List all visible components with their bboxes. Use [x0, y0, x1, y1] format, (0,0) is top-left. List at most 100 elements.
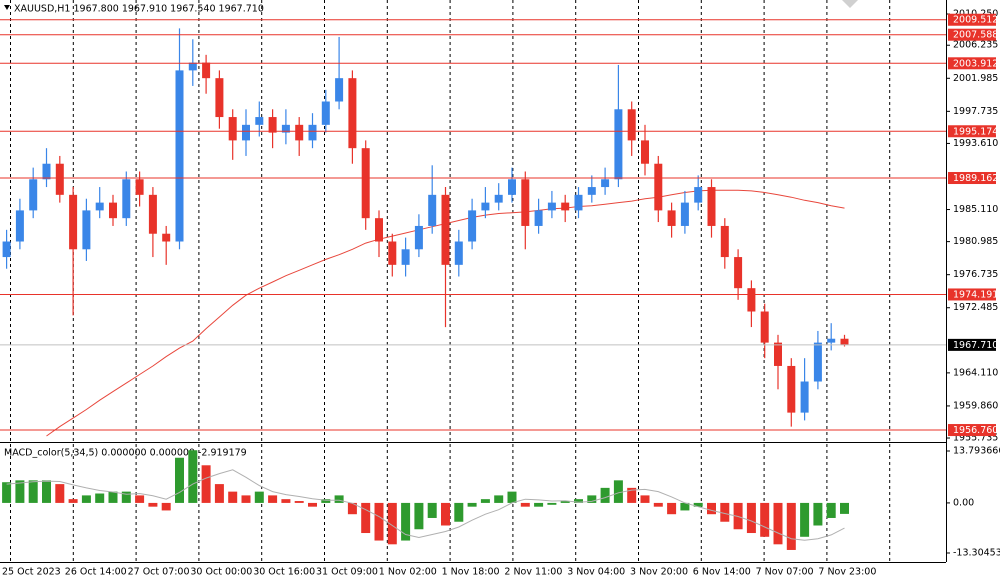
macd-bar	[507, 491, 517, 503]
candle-body	[534, 210, 543, 226]
macd-bar	[108, 491, 118, 503]
macd-bar	[653, 502, 663, 507]
level-label-box	[948, 424, 996, 437]
y-tick-label: 1980.985	[953, 236, 998, 247]
macd-bar	[547, 502, 557, 505]
candle-body	[587, 187, 596, 195]
y-tick-label: 2006.235	[953, 40, 998, 51]
macd-bar	[201, 465, 211, 503]
candle-body	[401, 249, 410, 265]
macd-bar	[467, 502, 477, 507]
candle-body	[255, 117, 264, 125]
candle-body	[335, 78, 344, 102]
candle-body	[468, 210, 477, 242]
macd-bar	[786, 502, 796, 550]
macd-bar	[534, 502, 544, 507]
candle-body	[800, 381, 809, 413]
vertical-grid	[10, 0, 891, 562]
x-tick-label: 26 Oct 14:00	[65, 567, 127, 578]
macd-bar	[494, 495, 504, 503]
macd-bar	[387, 502, 397, 545]
macd-bar	[667, 502, 677, 515]
candle-body	[42, 163, 51, 180]
macd-bar	[813, 502, 823, 526]
candle-body	[547, 202, 556, 211]
collapse-icon	[842, 0, 858, 8]
macd-bar	[81, 495, 91, 503]
macd-bar	[414, 502, 424, 530]
macd-bar	[693, 502, 703, 507]
level-label: 1995.174	[953, 126, 998, 137]
macd-bar	[627, 487, 637, 503]
candle-body	[734, 257, 743, 289]
y-tick-label: 1959.860	[953, 400, 998, 411]
macd-bar	[600, 487, 610, 503]
candle-body	[428, 194, 437, 226]
macd-bar	[773, 502, 783, 545]
level-label: 1989.162	[953, 173, 998, 184]
candle-body	[308, 124, 317, 141]
candle-body	[414, 225, 423, 250]
candle-body	[69, 194, 78, 250]
candle-body	[574, 194, 583, 211]
macd-bar	[68, 499, 78, 503]
y-tick-label: 1964.110	[953, 367, 998, 378]
level-label: 2007.588	[953, 30, 998, 41]
x-tick-label: 7 Nov 23:00	[818, 567, 876, 578]
candle-body	[268, 117, 277, 133]
y-tick-label: 1985.110	[953, 204, 998, 215]
candle-body	[561, 202, 570, 211]
macd-bar	[55, 484, 65, 503]
macd-bar	[95, 493, 105, 503]
candle-body	[707, 187, 716, 226]
macd-bar	[175, 457, 184, 503]
candle-body	[481, 202, 490, 211]
candle-body	[361, 148, 370, 219]
macd-bar	[294, 501, 304, 503]
x-tick-label: 7 Nov 07:00	[756, 567, 814, 578]
macd-bar	[188, 450, 198, 503]
candle-body	[281, 124, 290, 133]
y-tick-label: 1976.735	[953, 269, 998, 280]
macd-bar	[254, 491, 264, 503]
candle-body	[601, 179, 610, 188]
candle-body	[202, 62, 211, 79]
macd-bar	[135, 495, 145, 503]
x-tick-label: 1 Nov 02:00	[379, 567, 437, 578]
candle-body	[348, 78, 357, 149]
current-price-box	[948, 338, 996, 351]
candle-body	[175, 70, 184, 242]
x-tick-label: 2 Nov 11:00	[504, 567, 562, 578]
macd-bar	[361, 502, 371, 534]
candle-body	[148, 194, 157, 234]
macd-bar	[680, 502, 690, 511]
y-tick-label: 1972.485	[953, 302, 998, 313]
macd-bar	[560, 501, 570, 503]
candle-body	[15, 210, 24, 242]
macd-bar	[746, 502, 756, 534]
macd-bar	[520, 502, 530, 507]
candle-body	[441, 194, 450, 265]
candle-body	[627, 109, 636, 141]
macd-bar	[401, 502, 411, 541]
candle-body	[760, 311, 769, 343]
candle-body	[680, 202, 689, 226]
x-tick-label: 6 Nov 14:00	[693, 567, 751, 578]
macd-bar	[374, 502, 384, 541]
macd-bar	[760, 502, 770, 537]
macd-bar	[241, 495, 251, 503]
candle-body	[375, 218, 383, 242]
y-tick-label: 1993.610	[953, 138, 998, 149]
candle-body	[29, 179, 38, 211]
macd-bar	[121, 491, 131, 503]
candle-body	[95, 202, 104, 211]
macd-bar	[42, 480, 51, 503]
y-tick-label: -13.304538	[953, 547, 1000, 558]
candle-body	[494, 194, 503, 203]
macd-bar	[720, 502, 730, 522]
y-tick-label: 0.00	[953, 497, 974, 508]
candle-body	[787, 365, 796, 413]
candle-body	[813, 342, 822, 382]
level-label: 1974.191	[953, 289, 998, 300]
